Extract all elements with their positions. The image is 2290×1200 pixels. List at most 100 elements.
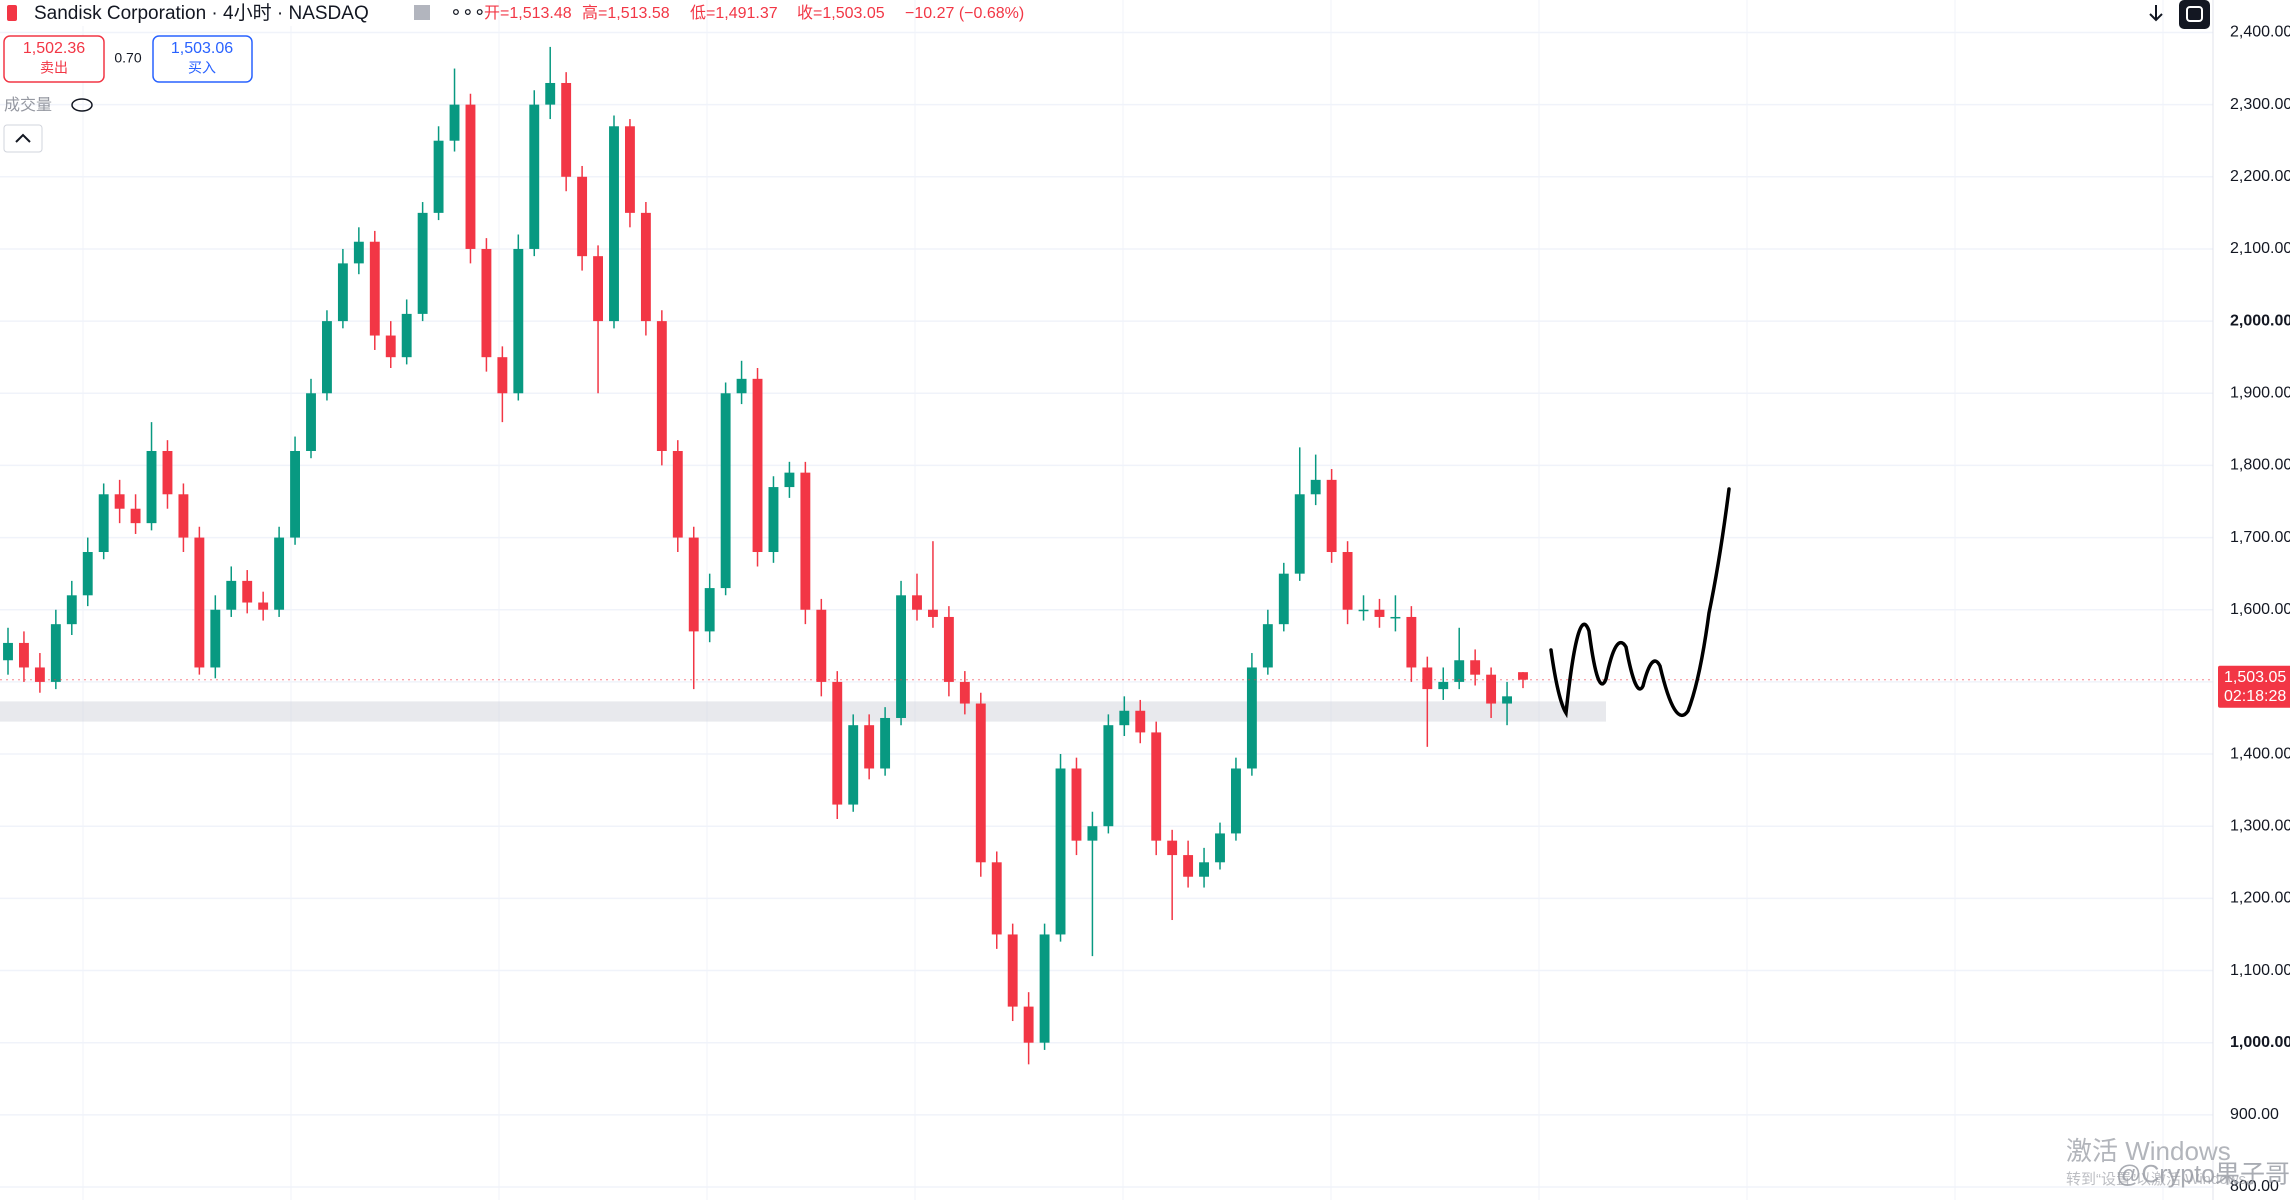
candle-body	[82, 552, 93, 596]
y-tick-label: 2,300.00	[2230, 96, 2290, 113]
plot	[0, 46, 2213, 1065]
spread: 0.70	[114, 50, 141, 66]
candle-body	[130, 508, 141, 524]
candle-body	[194, 537, 205, 668]
collapse-button[interactable]	[3, 124, 43, 153]
candle-body	[1135, 710, 1146, 733]
candle-body	[561, 82, 572, 177]
y-tick-label: 1,400.00	[2230, 745, 2290, 762]
activation-hint: 转到“设置”以激活 Windows。	[2066, 1171, 2261, 1188]
candle-body	[114, 494, 125, 509]
candle-body	[864, 725, 875, 769]
candle-body	[481, 248, 492, 358]
buy-price[interactable]: 1,503.06	[171, 40, 233, 57]
header-bg	[0, 0, 484, 26]
candle-body	[1342, 552, 1353, 610]
candle-body	[991, 862, 1002, 935]
candle-body	[975, 703, 986, 863]
candle-body	[465, 104, 476, 249]
y-tick-label: 1,900.00	[2230, 384, 2290, 401]
candle-body	[242, 580, 253, 603]
y-tick-label: 2,200.00	[2230, 168, 2290, 185]
chevron-up	[15, 133, 31, 143]
candle-body	[1358, 609, 1369, 612]
buy-label[interactable]: 买入	[188, 60, 216, 76]
candle-body	[385, 335, 396, 358]
fullscreen-button[interactable]	[2179, 0, 2210, 29]
flag-button[interactable]	[414, 5, 430, 20]
fullscreen-icon	[2186, 6, 2203, 22]
candle-body	[928, 609, 938, 617]
symbol-title[interactable]: Sandisk Corporation · 4小时 · NASDAQ	[34, 2, 369, 24]
candle-body	[19, 642, 29, 668]
low-value: 低=1,491.37	[690, 4, 778, 22]
scroll-down-button[interactable]	[2149, 5, 2163, 22]
symbol-icon	[7, 5, 17, 21]
y-tick-label: 1,100.00	[2230, 962, 2290, 979]
y-tick-label: 800.00	[2230, 1178, 2279, 1195]
candle-body	[943, 616, 954, 682]
sell-label[interactable]: 卖出	[40, 60, 68, 76]
candle-body	[513, 248, 524, 394]
candle-body	[178, 494, 189, 538]
candle-body	[1007, 934, 1018, 1007]
candle-body	[1278, 573, 1289, 625]
y-tick-label: 1,200.00	[2230, 890, 2290, 907]
candle-body	[210, 609, 221, 668]
price-tag-bg	[2218, 665, 2290, 708]
y-tick-label: 1,000.00	[2230, 1034, 2290, 1051]
sell-price[interactable]: 1,502.36	[23, 40, 85, 57]
candle-body	[1406, 616, 1417, 668]
candle-body	[1502, 696, 1512, 704]
candle-body	[1310, 479, 1321, 495]
candle-body	[625, 126, 635, 213]
candle-body	[656, 321, 667, 451]
candle-body	[34, 667, 45, 682]
candle-body	[66, 595, 77, 625]
price-tag: 1,503.05 02:18:28	[2218, 665, 2290, 708]
candle-body	[816, 609, 827, 682]
candle-body	[593, 256, 603, 322]
candle-body	[545, 82, 556, 105]
candle-body	[1199, 862, 1209, 877]
candle-body	[640, 212, 651, 322]
visibility-toggle[interactable]	[71, 98, 93, 112]
candle-body	[609, 126, 619, 322]
candle-body	[1071, 768, 1082, 841]
candle-body	[322, 321, 332, 394]
candle-body	[369, 241, 380, 336]
candle-body	[1246, 667, 1257, 769]
candle-body	[226, 580, 237, 610]
candle-body	[306, 393, 316, 451]
candle-body	[1454, 660, 1465, 682]
volume-label[interactable]: 成交量	[4, 96, 52, 114]
candle-body	[800, 472, 811, 610]
candle-body	[98, 494, 109, 553]
credit: @Crypto果子哥	[2116, 1161, 2290, 1189]
change-value: −10.27 (−0.68%)	[905, 5, 1024, 22]
support-zone	[0, 701, 1606, 722]
candle-body	[50, 624, 61, 682]
candle-body	[337, 263, 348, 322]
close-value: 收=1,503.05	[797, 4, 885, 22]
price-axis: 800.00 900.00 1,000.00 1,100.00 1,200.00 1,30…	[2212, 0, 2290, 1200]
candle-body	[1215, 833, 1225, 863]
candle-body	[577, 176, 588, 257]
candle-body	[896, 595, 906, 718]
more-button[interactable]: ∘∘∘	[450, 2, 486, 23]
candle-body	[1326, 479, 1337, 553]
candle-body	[258, 602, 269, 610]
candle-body	[736, 378, 747, 394]
candle-body	[146, 450, 157, 524]
candle-body	[832, 681, 843, 805]
buy-button[interactable]	[152, 35, 253, 83]
candle-body	[162, 450, 173, 495]
sell-button[interactable]	[3, 35, 105, 83]
y-tick-label: 1,300.00	[2230, 817, 2290, 834]
candle-body	[1183, 855, 1194, 877]
hand-drawn-projection	[1549, 487, 1731, 719]
candle-body	[1294, 494, 1305, 574]
